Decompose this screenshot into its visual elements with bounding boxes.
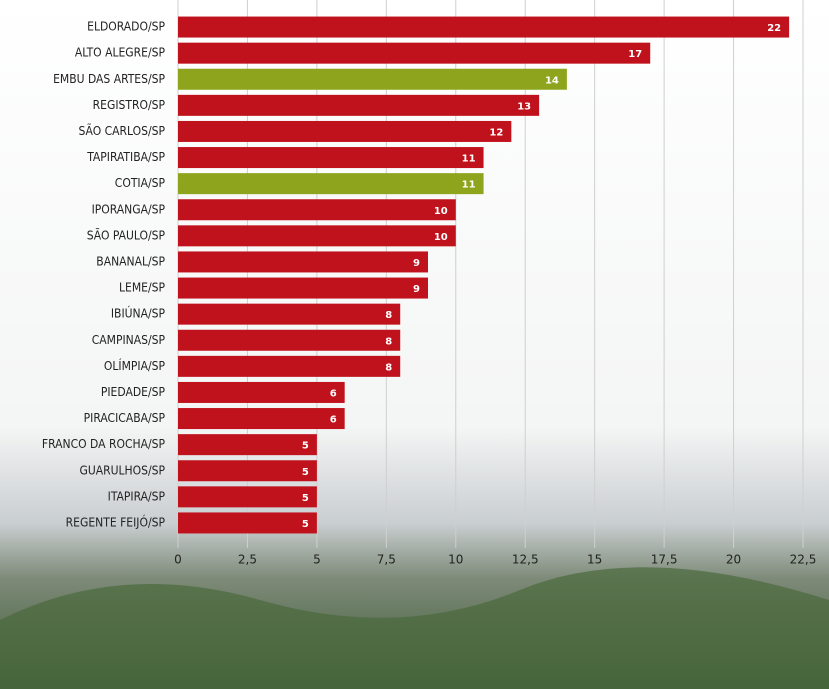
chart: 0 2,5 5 7,5 10 12,5 15 17,5 20 22,5 ELDORADO/SP 22…	[0, 0, 829, 689]
value-label: 5	[302, 493, 309, 504]
bar	[178, 225, 456, 246]
bar	[178, 512, 317, 533]
bar	[178, 486, 317, 507]
value-label: 6	[330, 415, 337, 426]
value-label: 5	[302, 467, 309, 478]
y-tick-label: SÃO PAULO/SP	[87, 227, 166, 242]
bar	[178, 434, 317, 455]
value-label: 8	[385, 336, 392, 347]
value-label: 8	[385, 362, 392, 373]
value-label: 9	[413, 258, 420, 269]
y-tick-label: LEME/SP	[119, 281, 165, 295]
bar	[178, 121, 511, 142]
bar	[178, 147, 484, 168]
y-tick-label: REGISTRO/SP	[93, 98, 166, 112]
bar	[178, 95, 539, 116]
y-tick-label: GUARULHOS/SP	[79, 463, 165, 477]
value-label: 11	[462, 180, 476, 191]
y-tick-label: IBIÚNA/SP	[111, 306, 166, 321]
y-tick-label: ITAPIRA/SP	[108, 489, 166, 503]
bar	[178, 251, 428, 272]
value-label: 6	[330, 388, 337, 399]
bar	[178, 43, 650, 64]
value-label: 9	[413, 284, 420, 295]
x-tick-label: 22,5	[790, 553, 817, 567]
y-tick-label: BANANAL/SP	[96, 254, 165, 268]
bar	[178, 460, 317, 481]
bar	[178, 173, 484, 194]
x-tick-label: 12,5	[512, 553, 539, 567]
y-tick-label: COTIA/SP	[115, 176, 166, 190]
y-tick-label: TAPIRATIBA/SP	[86, 150, 165, 164]
y-tick-label: EMBU DAS ARTES/SP	[53, 72, 165, 86]
bar	[178, 278, 428, 299]
value-label: 10	[434, 232, 448, 243]
y-tick-label: FRANCO DA ROCHA/SP	[42, 437, 166, 451]
x-tick-label: 0	[174, 553, 182, 567]
bar	[178, 408, 345, 429]
value-label: 22	[767, 23, 781, 34]
value-label: 10	[434, 206, 448, 217]
value-label: 17	[628, 49, 642, 60]
y-tick-label: SÃO CARLOS/SP	[78, 123, 165, 138]
bar	[178, 199, 456, 220]
y-tick-label: PIEDADE/SP	[101, 385, 166, 399]
y-tick-label: PIRACICABA/SP	[84, 411, 166, 425]
value-label: 5	[302, 519, 309, 530]
value-label: 8	[385, 310, 392, 321]
y-tick-label: ELDORADO/SP	[87, 20, 165, 34]
x-tick-label: 10	[448, 553, 463, 567]
y-tick-label: OLÍMPIA/SP	[104, 358, 166, 373]
value-label: 12	[489, 127, 503, 138]
bar	[178, 17, 789, 38]
x-tick-label: 7,5	[377, 553, 396, 567]
bar	[178, 356, 400, 377]
x-tick-label: 5	[313, 553, 321, 567]
y-tick-label: IPORANGA/SP	[92, 202, 166, 216]
bar	[178, 69, 567, 90]
x-tick-label: 20	[726, 553, 741, 567]
x-tick-label: 17,5	[651, 553, 678, 567]
value-label: 14	[545, 75, 559, 86]
y-tick-label: CAMPINAS/SP	[92, 333, 166, 347]
value-label: 5	[302, 441, 309, 452]
bar	[178, 382, 345, 403]
x-tick-label: 2,5	[238, 553, 257, 567]
value-label: 13	[517, 101, 531, 112]
value-label: 11	[462, 154, 476, 165]
y-tick-label: REGENTE FEIJÓ/SP	[66, 514, 166, 529]
bar	[178, 304, 400, 325]
y-tick-label: ALTO ALEGRE/SP	[75, 46, 166, 60]
x-tick-label: 15	[587, 553, 602, 567]
bar	[178, 330, 400, 351]
